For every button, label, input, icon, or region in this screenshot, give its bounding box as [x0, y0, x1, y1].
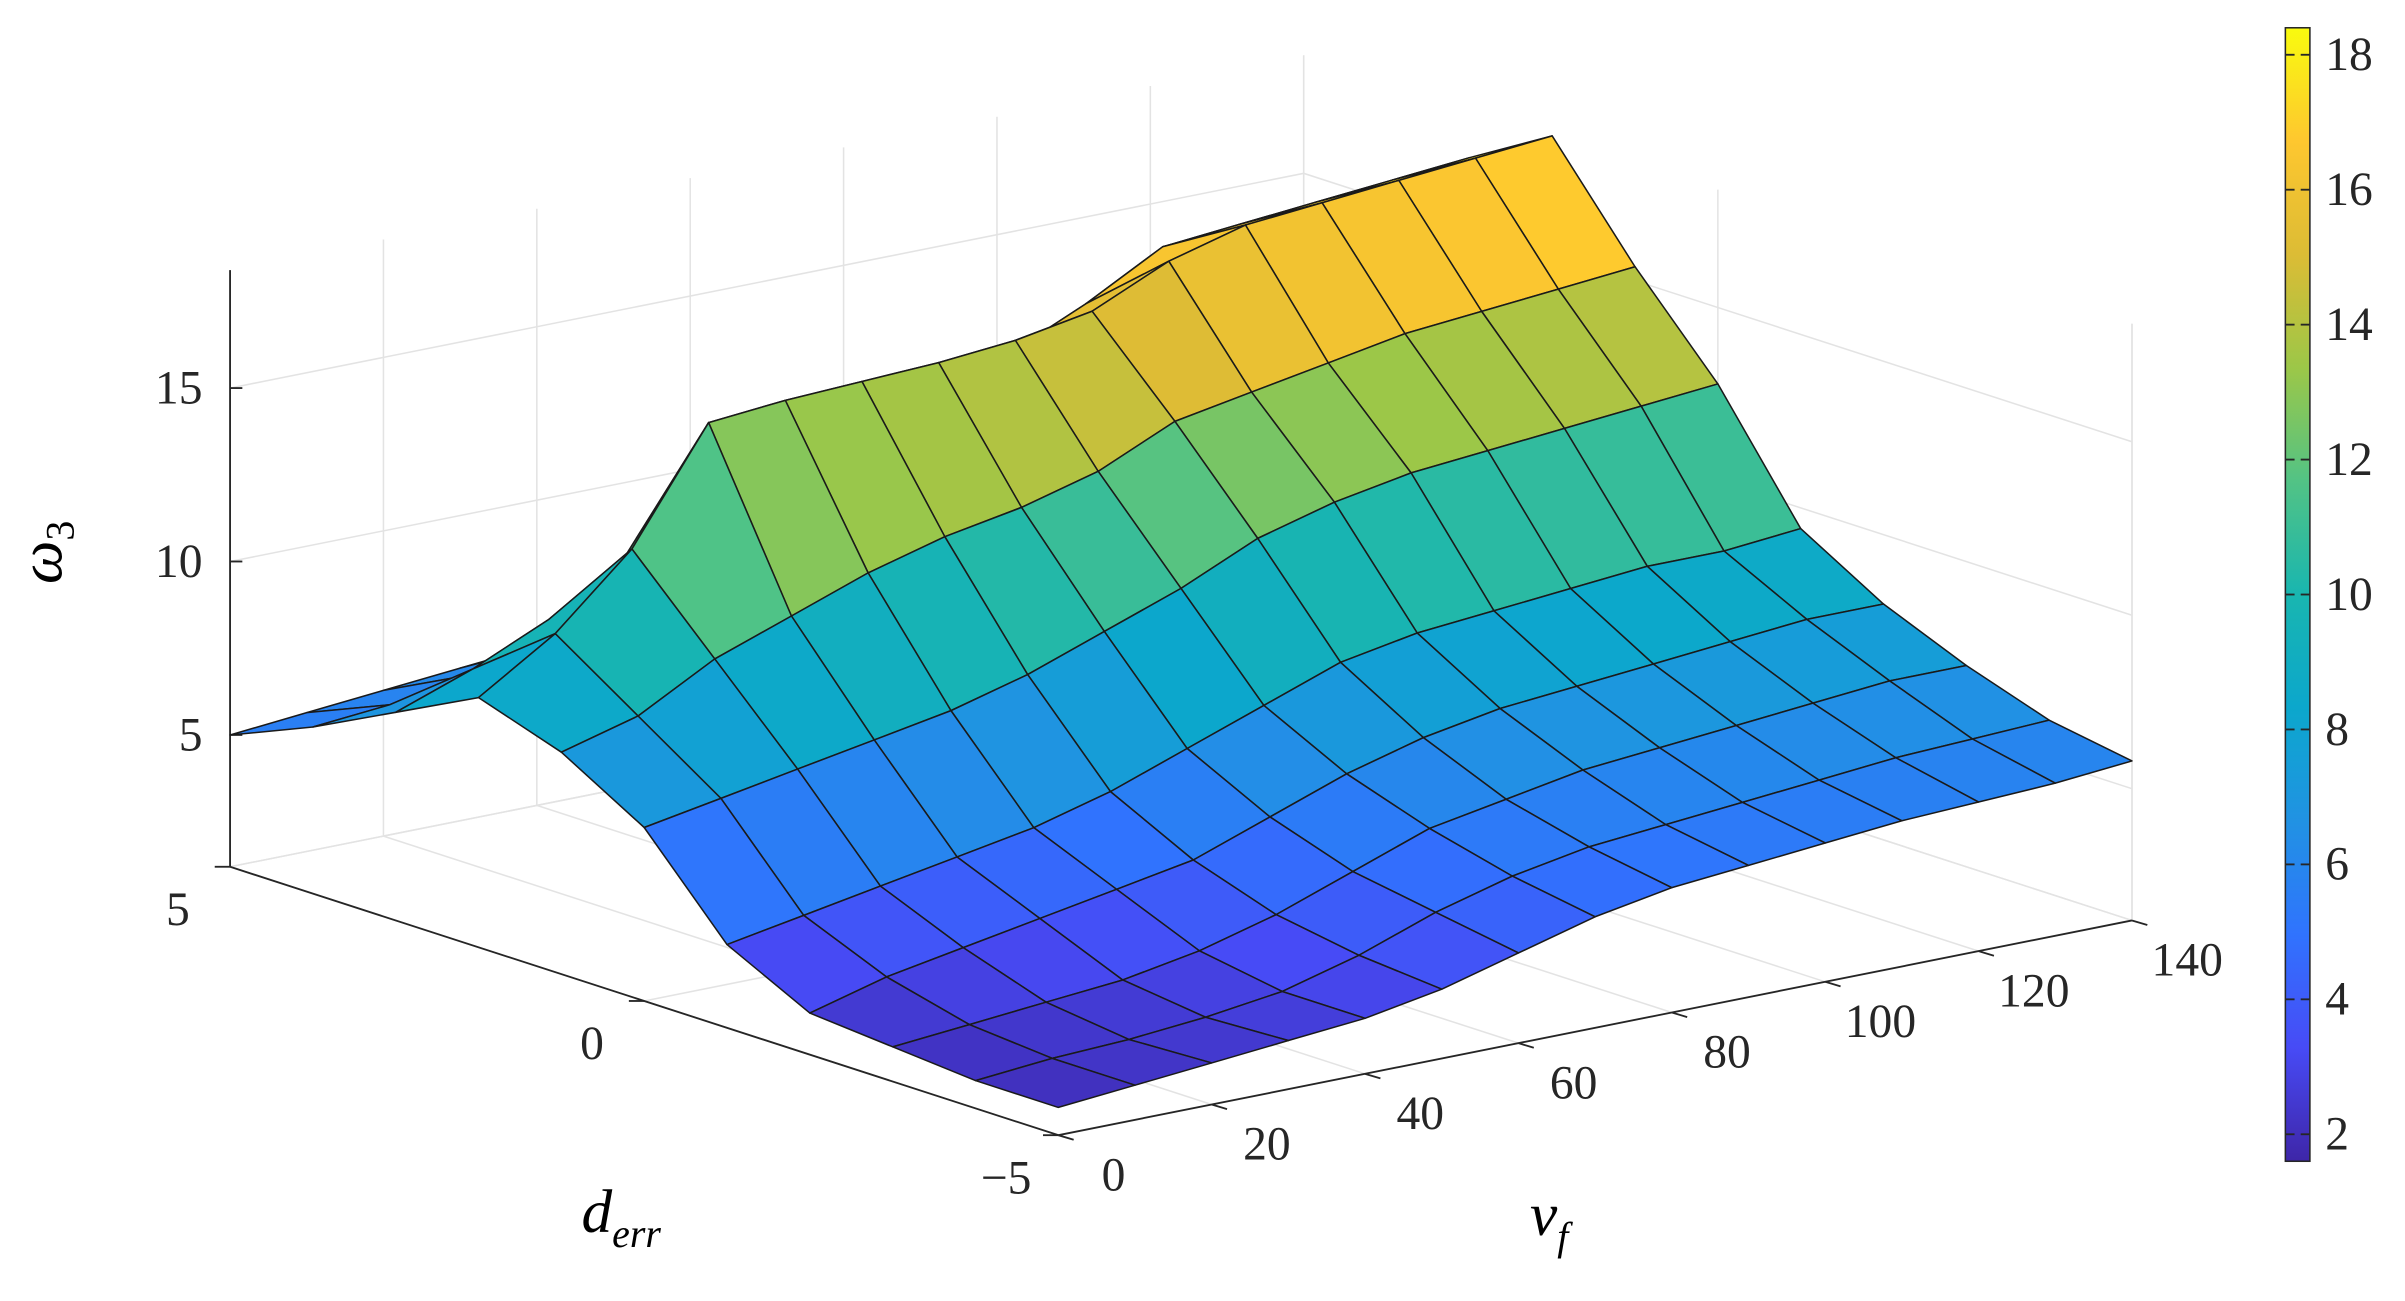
x-tick-label: 80 [1703, 1027, 1751, 1079]
x-label-main: v [1530, 1181, 1558, 1249]
x-axis-label: vf [1530, 1181, 1573, 1259]
x-tick-label: 60 [1550, 1057, 1598, 1109]
colorbar-tick-label: 8 [2325, 704, 2349, 756]
colorbar-tick-label: 6 [2325, 839, 2349, 891]
surface-patch [974, 1057, 1136, 1109]
x-tick [1518, 1042, 1535, 1049]
z-tick-label: 5 [179, 709, 203, 761]
surface [229, 135, 2133, 1109]
colorbar-tick-label: 16 [2325, 164, 2373, 216]
y-label-main: d [581, 1178, 612, 1246]
x-tick [1671, 1011, 1688, 1018]
z-tick-label: 10 [155, 536, 203, 588]
colorbar-tick-label: 12 [2325, 434, 2373, 486]
x-tick-label: 100 [1845, 996, 1916, 1048]
x-tick [2131, 919, 2148, 926]
x-tick [1058, 1134, 1074, 1141]
axis-line [1058, 919, 2133, 1137]
z-axis-label: ω3 [7, 521, 82, 584]
x-tick-label: 20 [1243, 1119, 1291, 1171]
x-tick [1824, 980, 1841, 988]
x-tick [1211, 1103, 1228, 1110]
x-tick-label: 40 [1397, 1088, 1445, 1140]
x-tick-label: 120 [1998, 965, 2069, 1017]
y-tick-label: 0 [580, 1018, 604, 1070]
z-tick-label: 15 [155, 362, 203, 414]
x-tick-label: 140 [2152, 935, 2223, 987]
y-label-sub: err [612, 1211, 661, 1256]
z-label-sub: 3 [38, 521, 83, 541]
x-tick [1364, 1072, 1381, 1080]
y-axis-label: derr [581, 1178, 661, 1256]
colorbar-tick-label: 14 [2325, 299, 2373, 351]
colorbar-tick-label: 10 [2325, 569, 2373, 621]
y-tick-label: −5 [981, 1152, 1032, 1204]
colorbar-ticks: 2 4 6 8 10 12 14 16 18 [2285, 29, 2373, 1161]
x-tick [1978, 950, 1995, 957]
colorbar-tick-label: 4 [2325, 974, 2349, 1026]
surface-patch [229, 704, 391, 736]
colorbar-tick-label: 18 [2325, 29, 2373, 81]
y-tick-label: 5 [166, 884, 190, 936]
colorbar-tick-label: 2 [2325, 1109, 2349, 1161]
x-label-sub: f [1557, 1214, 1573, 1259]
z-label-main: ω [7, 541, 75, 584]
x-tick-label: 0 [1102, 1149, 1126, 1201]
